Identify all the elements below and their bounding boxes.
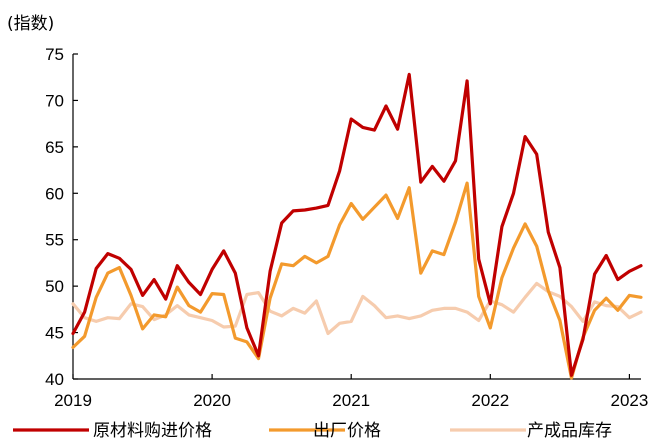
y-tick-label: 70: [45, 91, 64, 110]
y-axis-unit-label: (指数): [7, 14, 54, 34]
x-axis: 2019 2020 2021 2022 2023: [54, 374, 648, 410]
y-tick-label: 45: [45, 324, 64, 343]
y-tick-label: 60: [45, 184, 64, 203]
x-tick-label: 2022: [471, 391, 509, 410]
x-tick-label: 2023: [610, 391, 648, 410]
legend-label-2: 产成品库存: [527, 421, 612, 441]
legend: 原材料购进价格 出厂价格 产成品库存: [13, 421, 612, 441]
y-tick-label: 40: [45, 370, 64, 389]
y-axis: 40 45 50 55 60 65 70 75: [45, 45, 78, 389]
legend-label-1: 出厂价格: [313, 421, 381, 441]
y-tick-label: 65: [45, 138, 64, 157]
x-tick-label: 2019: [54, 391, 92, 410]
x-tick-label: 2020: [193, 391, 231, 410]
x-tick-label: 2021: [332, 391, 370, 410]
y-tick-label: 55: [45, 231, 64, 250]
legend-label-0: 原材料购进价格: [93, 421, 212, 441]
plot-series: [71, 72, 643, 380]
y-tick-label: 75: [45, 45, 64, 64]
series-line-0: [71, 72, 643, 377]
y-tick-label: 50: [45, 277, 64, 296]
series-line-1: [71, 181, 643, 380]
